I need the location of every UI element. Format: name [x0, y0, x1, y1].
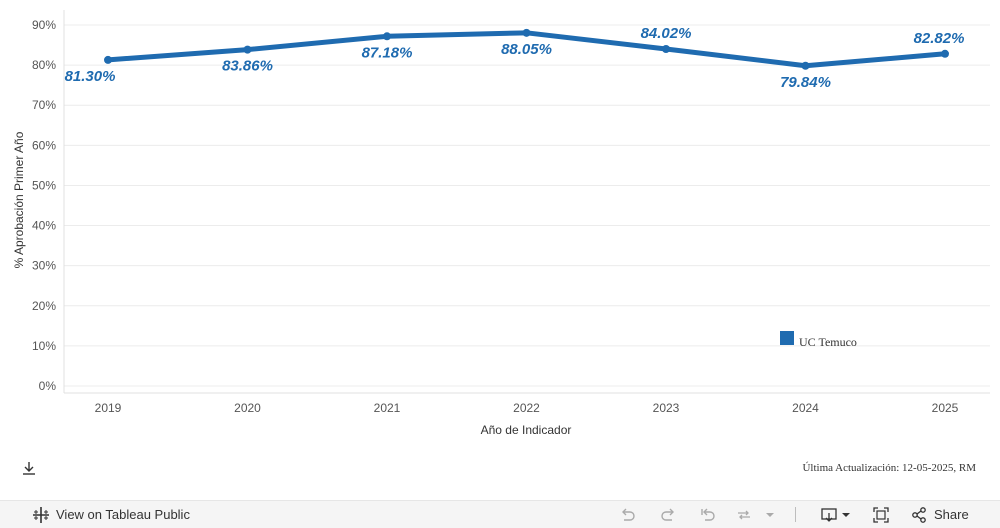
download-icon: [821, 508, 850, 522]
download-icon: [23, 462, 35, 475]
data-label: 84.02%: [641, 25, 692, 42]
legend-label: UC Temuco: [799, 335, 857, 349]
share-button[interactable]: Share: [910, 501, 969, 528]
refresh-options-button[interactable]: [760, 505, 780, 525]
x-tick-label: 2020: [234, 401, 261, 415]
tableau-logo-icon: [33, 506, 49, 523]
tableau-toolbar: View on Tableau Public: [0, 500, 1000, 528]
series-uc-temuco: [104, 28, 949, 70]
data-label: 81.30%: [65, 68, 116, 85]
data-label: 79.84%: [780, 74, 831, 91]
x-tick-label: 2021: [374, 401, 401, 415]
x-axis-ticks: 2019 2020 2021 2022 2023 2024 2025: [95, 401, 959, 415]
data-label: 83.86%: [222, 58, 273, 75]
y-tick-label: 80%: [32, 58, 56, 72]
dropdown-icon: [766, 513, 774, 517]
gridlines: [63, 10, 990, 394]
redo-icon: [661, 508, 674, 521]
x-tick-label: 2022: [513, 401, 540, 415]
fullscreen-button[interactable]: [871, 505, 891, 525]
redo-button[interactable]: [658, 505, 678, 525]
y-tick-label: 70%: [32, 98, 56, 112]
y-axis-title: % Aprobación Primer Año: [12, 131, 26, 268]
data-point[interactable]: [243, 45, 252, 54]
data-point[interactable]: [662, 44, 670, 53]
x-tick-label: 2025: [932, 401, 959, 415]
line-chart: 0%10%20%30%40%50%60%70%80%90% 2019 2020 20…: [12, 10, 990, 437]
x-tick-label: 2024: [792, 401, 819, 415]
refresh-icon: [738, 510, 750, 520]
data-point[interactable]: [383, 32, 391, 41]
undo-icon: [622, 508, 635, 521]
x-tick-label: 2023: [653, 401, 680, 415]
y-tick-label: 40%: [32, 219, 56, 233]
data-label: 82.82%: [914, 30, 965, 47]
data-labels: 81.30% 83.86% 87.18% 88.05% 84.02% 79.84% 82.8…: [65, 25, 965, 91]
data-point[interactable]: [522, 28, 531, 37]
x-axis-title: Año de Indicador: [481, 423, 572, 437]
download-data-button[interactable]: [20, 459, 38, 477]
x-tick-label: 2019: [95, 401, 122, 415]
legend-swatch: [780, 331, 794, 345]
revert-button[interactable]: [698, 505, 718, 525]
view-on-tableau-label: View on Tableau Public: [56, 507, 190, 522]
refresh-button[interactable]: [734, 505, 754, 525]
view-on-tableau-public-link[interactable]: View on Tableau Public: [32, 501, 190, 528]
y-tick-label: 60%: [32, 138, 56, 152]
download-menu-button[interactable]: [820, 505, 852, 525]
revert-icon: [701, 508, 715, 521]
y-tick-label: 20%: [32, 299, 56, 313]
last-updated-note: Última Actualización: 12-05-2025, RM: [802, 462, 976, 474]
y-tick-label: 90%: [32, 18, 56, 32]
fullscreen-icon: [873, 507, 889, 523]
share-label: Share: [934, 507, 969, 522]
y-tick-label: 30%: [32, 259, 56, 273]
data-label: 87.18%: [362, 44, 413, 61]
y-axis-ticks: 0% 10% 20% 30% 40% 50% 60% 70% 80% 90%: [32, 18, 56, 393]
undo-button[interactable]: [618, 505, 638, 525]
data-point[interactable]: [104, 55, 112, 64]
toolbar-divider: [795, 507, 796, 522]
share-icon: [912, 506, 926, 523]
data-label: 88.05%: [501, 41, 552, 58]
data-point[interactable]: [801, 61, 810, 70]
y-tick-label: 0%: [39, 379, 57, 393]
y-tick-label: 10%: [32, 339, 56, 353]
data-point[interactable]: [941, 49, 949, 58]
legend[interactable]: UC Temuco: [780, 331, 857, 349]
y-tick-label: 50%: [32, 178, 56, 192]
